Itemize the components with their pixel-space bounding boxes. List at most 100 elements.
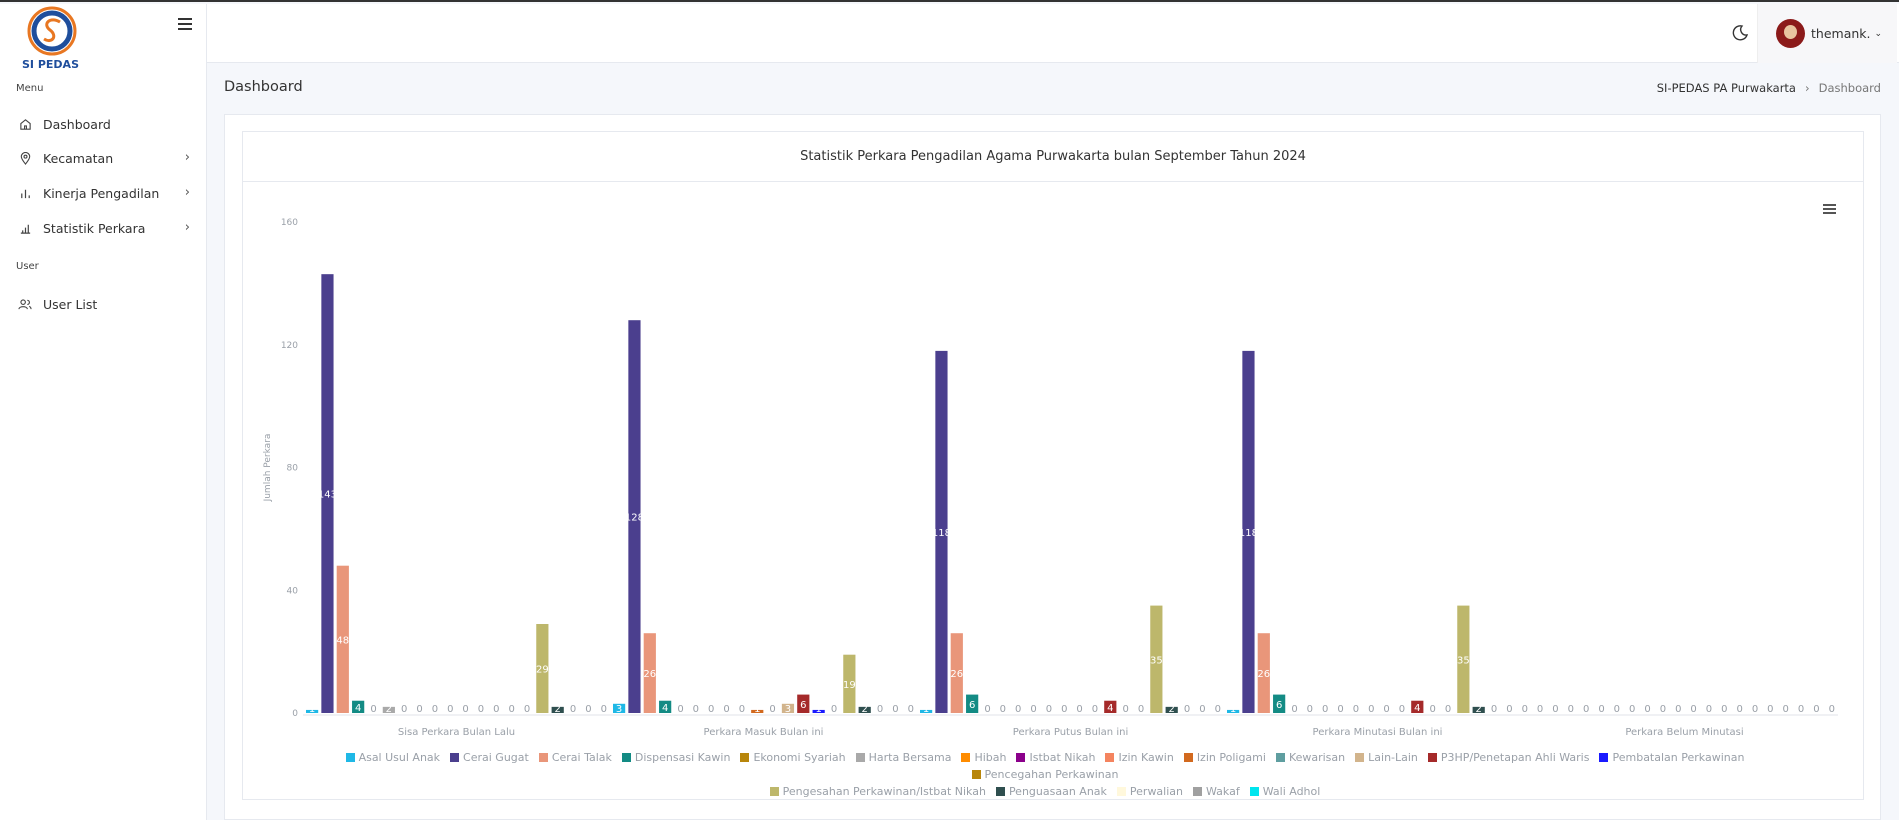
- users-icon: [18, 297, 32, 311]
- breadcrumb-link[interactable]: SI-PEDAS PA Purwakarta: [1656, 81, 1796, 95]
- legend-swatch: [769, 787, 779, 796]
- legend-item[interactable]: Kewarisan: [1275, 749, 1345, 766]
- data-label: 118: [932, 528, 951, 539]
- x-tick-label: Perkara Masuk Bulan ini: [704, 727, 824, 738]
- chart-bar: [920, 709, 933, 713]
- chart-bar: [1457, 605, 1470, 713]
- legend-item[interactable]: Ekonomi Syariah: [740, 749, 846, 766]
- sidebar-item-user-list[interactable]: User List: [18, 293, 190, 315]
- logo-icon[interactable]: SI PEDAS: [20, 6, 86, 70]
- legend-item[interactable]: Pencegahan Perkawinan: [971, 766, 1119, 783]
- chart-bar: [1257, 633, 1270, 713]
- y-axis-label: Jumlah Perkara: [263, 434, 273, 503]
- chart-bar: [858, 706, 871, 713]
- legend-item[interactable]: Wakaf: [1193, 783, 1240, 800]
- data-label: 143: [318, 490, 337, 501]
- menu-toggle-icon[interactable]: [178, 18, 192, 32]
- legend-item[interactable]: Harta Bersama: [855, 749, 951, 766]
- x-tick-label: Perkara Minutasi Bulan ini: [1313, 727, 1443, 738]
- legend-item[interactable]: Lain-Lain: [1355, 749, 1418, 766]
- topbar: themank. ⌄: [207, 4, 1899, 63]
- legend-item[interactable]: Cerai Gugat: [450, 749, 529, 766]
- sidebar-item-label: Kinerja Pengadilan: [43, 185, 160, 201]
- legend-item[interactable]: Perwalian: [1116, 783, 1183, 800]
- legend-swatch: [1193, 787, 1202, 796]
- legend-item[interactable]: Wali Adhol: [1249, 783, 1321, 800]
- data-label: 0: [769, 704, 775, 715]
- sidebar-item-statistik-perkara[interactable]: Statistik Perkara ›: [18, 217, 190, 239]
- legend-swatch: [538, 753, 548, 762]
- chart-bar: [628, 320, 641, 713]
- legend-swatch: [855, 753, 865, 762]
- legend-swatch: [971, 770, 981, 779]
- legend-item[interactable]: Izin Poligami: [1183, 749, 1266, 766]
- legend-swatch: [995, 787, 1005, 796]
- chevron-right-icon: ›: [184, 220, 190, 235]
- sidebar-item-label: Dashboard: [43, 116, 111, 132]
- data-label: 0: [1092, 704, 1098, 715]
- user-menu[interactable]: themank. ⌄: [1757, 4, 1897, 63]
- legend-item[interactable]: Izin Kawin: [1105, 749, 1174, 766]
- sidebar-item-kecamatan[interactable]: Kecamatan ›: [18, 147, 190, 169]
- chart-bar: [1227, 709, 1240, 713]
- legend-item[interactable]: Dispensasi Kawin: [621, 749, 730, 766]
- legend-label: Izin Poligami: [1196, 751, 1266, 764]
- home-icon: [18, 117, 32, 131]
- data-label: 0: [1767, 704, 1773, 715]
- legend-swatch: [1275, 753, 1285, 762]
- data-label: 0: [508, 704, 514, 715]
- legend-label: Perwalian: [1129, 785, 1183, 798]
- legend-swatch: [1183, 753, 1193, 762]
- data-label: 0: [1030, 704, 1036, 715]
- chart-bar: [321, 274, 334, 713]
- data-label: 0: [1660, 704, 1666, 715]
- data-label: 0: [1537, 704, 1543, 715]
- data-label: 2: [386, 704, 392, 715]
- chevron-down-icon: ⌄: [1874, 28, 1883, 39]
- chart-bar: [843, 654, 856, 713]
- sidebar-item-dashboard[interactable]: Dashboard: [18, 113, 190, 135]
- data-label: 4: [662, 703, 668, 714]
- legend-label: Pencegahan Perkawinan: [984, 768, 1119, 781]
- data-label: 3: [785, 704, 791, 715]
- legend-item[interactable]: Asal Usul Anak: [345, 749, 440, 766]
- data-label: 6: [969, 700, 975, 711]
- chart-bar: [935, 350, 948, 713]
- legend-swatch: [1599, 753, 1609, 762]
- moon-icon[interactable]: [1731, 24, 1749, 42]
- data-label: 0: [892, 704, 898, 715]
- legend-label: P3HP/Penetapan Ahli Waris: [1440, 751, 1590, 764]
- legend-swatch: [1427, 753, 1437, 762]
- data-label: 6: [1276, 700, 1282, 711]
- page-title: Dashboard: [224, 79, 303, 95]
- chart-menu-icon[interactable]: [1823, 204, 1836, 214]
- logo-text: SI PEDAS: [22, 58, 79, 70]
- data-label: 0: [1076, 704, 1082, 715]
- sidebar-item-kinerja-pengadilan[interactable]: Kinerja Pengadilan ›: [18, 182, 190, 204]
- legend-item[interactable]: Istbat Nikah: [1016, 749, 1095, 766]
- data-label: 0: [524, 704, 530, 715]
- data-label: 2: [1169, 704, 1175, 715]
- data-label: 0: [1568, 704, 1574, 715]
- legend-item[interactable]: Pengesahan Perkawinan/Istbat Nikah: [769, 783, 986, 800]
- data-label: 48: [336, 635, 349, 646]
- legend-item[interactable]: P3HP/Penetapan Ahli Waris: [1427, 749, 1590, 766]
- data-label: 0: [1813, 704, 1819, 715]
- legend-swatch: [450, 753, 460, 762]
- legend-label: Istbat Nikah: [1029, 751, 1096, 764]
- data-label: 0: [1491, 704, 1497, 715]
- legend-item[interactable]: Pembatalan Perkawinan: [1599, 749, 1744, 766]
- legend-item[interactable]: Hibah: [961, 749, 1006, 766]
- legend-item[interactable]: Penguasaan Anak: [995, 783, 1107, 800]
- data-label: 0: [984, 704, 990, 715]
- legend-item[interactable]: Cerai Talak: [538, 749, 612, 766]
- legend-label: Wali Adhol: [1262, 785, 1321, 798]
- legend-label: Penguasaan Anak: [1008, 785, 1107, 798]
- data-label: 0: [908, 704, 914, 715]
- data-label: 0: [1629, 704, 1635, 715]
- data-label: 3: [616, 704, 622, 715]
- data-label: 0: [1291, 704, 1297, 715]
- y-tick-label: 160: [281, 218, 298, 228]
- data-label: 0: [1353, 704, 1359, 715]
